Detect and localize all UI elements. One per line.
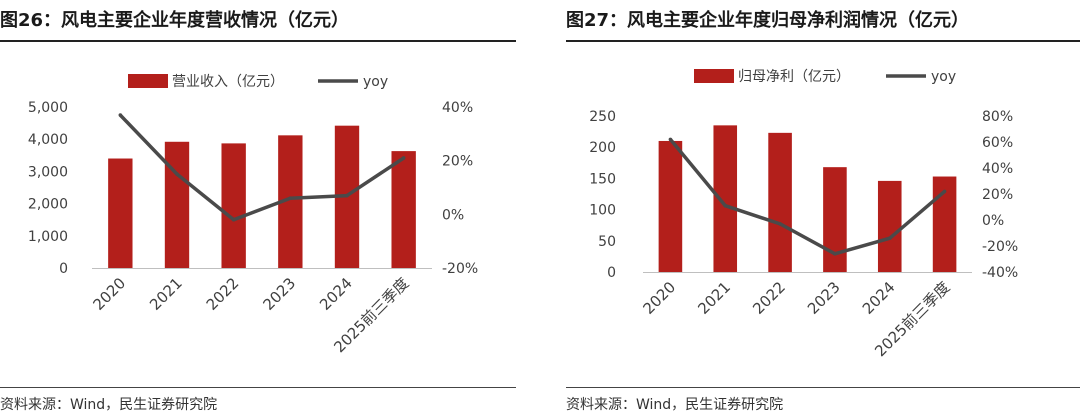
bar bbox=[164, 141, 190, 268]
yoy-point bbox=[723, 203, 728, 208]
bar bbox=[932, 176, 957, 272]
y-tick-label-left: 2,000 bbox=[28, 197, 68, 213]
yoy-point bbox=[668, 137, 673, 142]
source-note: 资料来源：Wind，民生证券研究院 bbox=[566, 397, 784, 413]
bar bbox=[391, 151, 416, 268]
y-tick-label-left: 200 bbox=[589, 140, 616, 156]
yoy-series-line bbox=[119, 113, 405, 222]
x-category-label: 2023 bbox=[804, 278, 844, 318]
y-tick-label-right: -40% bbox=[982, 265, 1018, 281]
x-category-label: 2020 bbox=[89, 274, 129, 314]
legend-label-line: yoy bbox=[363, 74, 388, 90]
y-tick-label-right: 80% bbox=[982, 109, 1013, 125]
y-tick-label-right: 0% bbox=[982, 213, 1004, 229]
legend-label-bar: 营业收入（亿元） bbox=[172, 74, 284, 90]
y-tick-label-right: 40% bbox=[442, 100, 473, 116]
bar bbox=[823, 167, 847, 272]
y-tick-label-right: 20% bbox=[442, 154, 473, 170]
x-category-label: 2020 bbox=[640, 278, 680, 318]
chart-title: 图26：风电主要企业年度营收情况（亿元） bbox=[0, 10, 350, 31]
title-divider bbox=[0, 40, 516, 42]
y-tick-label-right: 20% bbox=[982, 187, 1013, 203]
y-tick-label-left: 0 bbox=[607, 265, 616, 281]
y-tick-label-left: 100 bbox=[589, 203, 616, 219]
y-tick-label-left: 50 bbox=[598, 234, 616, 250]
bar bbox=[108, 158, 133, 268]
source-divider bbox=[0, 387, 516, 388]
title-divider bbox=[566, 40, 1080, 42]
y-tick-label-left: 250 bbox=[589, 109, 616, 125]
y-tick-label-left: 150 bbox=[589, 171, 616, 187]
yoy-point bbox=[288, 196, 293, 201]
yoy-point bbox=[942, 189, 947, 194]
yoy-point bbox=[231, 217, 236, 222]
x-category-label: 2024 bbox=[316, 274, 356, 314]
yoy-point bbox=[175, 172, 179, 176]
x-category-label: 2022 bbox=[749, 278, 789, 318]
y-tick-label-left: 5,000 bbox=[28, 100, 68, 116]
yoy-point bbox=[118, 113, 123, 117]
y-tick-label-right: 60% bbox=[982, 135, 1013, 151]
chart-panel-revenue: 图26：风电主要企业年度营收情况（亿元） 0 1,000 2,000 3,000 4,0… bbox=[0, 0, 516, 418]
yoy-point bbox=[887, 236, 892, 240]
revenue-chart: 0 1,000 2,000 3,000 4,000 5,000 -20% 0% 20% 40% 20… bbox=[28, 74, 478, 356]
yoy-point bbox=[345, 193, 349, 198]
legend-label-line: yoy bbox=[931, 69, 956, 85]
yoy-series-line bbox=[669, 138, 946, 256]
x-category-label: 2023 bbox=[259, 274, 299, 314]
legend-swatch-bar bbox=[694, 69, 734, 83]
bar bbox=[221, 143, 246, 268]
x-category-label: 2021 bbox=[146, 274, 186, 314]
source-note: 资料来源：Wind，民生证券研究院 bbox=[0, 397, 218, 413]
y-tick-label-right: -20% bbox=[442, 261, 478, 277]
legend-label-bar: 归母净利（亿元） bbox=[738, 68, 850, 85]
bar bbox=[877, 180, 902, 272]
yoy-point bbox=[778, 222, 782, 226]
y-tick-label-right: 40% bbox=[982, 161, 1013, 177]
x-category-label: 2021 bbox=[694, 278, 734, 318]
y-tick-label-left: 0 bbox=[59, 261, 68, 277]
x-category-label: 2024 bbox=[859, 278, 899, 318]
source-divider bbox=[566, 387, 1080, 388]
net-profit-chart: 0 50 100 150 200 250 -40% -20% 0% 20% 40% 60% 80% 202… bbox=[589, 68, 1018, 360]
y-tick-label-right: 0% bbox=[442, 207, 464, 223]
y-tick-label-left: 1,000 bbox=[28, 229, 68, 245]
bar bbox=[713, 125, 738, 272]
x-category-label: 2022 bbox=[203, 274, 243, 314]
y-tick-label-right: -20% bbox=[982, 239, 1018, 255]
yoy-point bbox=[833, 252, 837, 256]
chart-panel-net-profit: 图27：风电主要企业年度归母净利润情况（亿元） 0 50 100 150 200 250 -… bbox=[566, 0, 1080, 418]
y-tick-label-left: 3,000 bbox=[28, 164, 68, 180]
y-tick-label-left: 4,000 bbox=[28, 132, 68, 148]
bar bbox=[658, 140, 683, 272]
yoy-point bbox=[401, 156, 406, 160]
legend-swatch-bar bbox=[128, 74, 168, 88]
bar bbox=[768, 132, 792, 272]
chart-title: 图27：风电主要企业年度归母净利润情况（亿元） bbox=[566, 10, 970, 31]
